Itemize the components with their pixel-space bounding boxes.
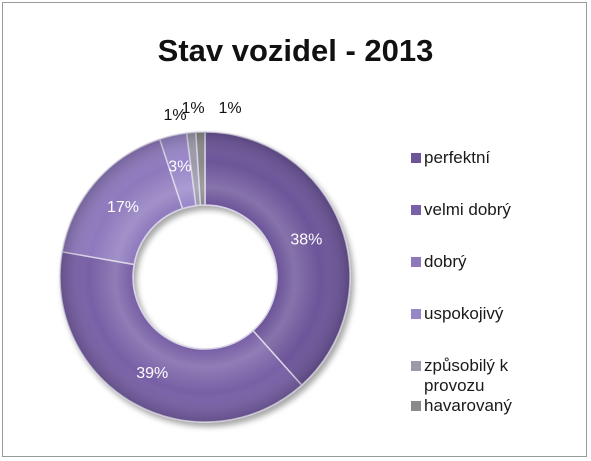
legend-swatch bbox=[411, 361, 421, 371]
legend-label: způsobilý k provozu bbox=[424, 356, 509, 395]
legend-label: velmi dobrý bbox=[424, 200, 511, 219]
data-label-outside-left: 1% bbox=[163, 107, 186, 124]
data-label-6: 1% bbox=[218, 100, 241, 117]
data-label-1: 38% bbox=[290, 231, 322, 248]
data-label-2: 39% bbox=[136, 365, 168, 382]
chart-title: Stav vozidel - 2013 bbox=[157, 33, 434, 68]
data-label-5: 1% bbox=[181, 100, 204, 117]
legend-label: dobrý bbox=[424, 252, 467, 271]
legend-label: uspokojivý bbox=[424, 304, 504, 323]
legend-item: dobrý bbox=[411, 252, 581, 272]
legend-item: uspokojivý bbox=[411, 304, 581, 324]
legend-swatch bbox=[411, 257, 421, 267]
legend-label: havarovaný bbox=[424, 396, 512, 415]
doughnut-gloss bbox=[60, 132, 350, 422]
legend-swatch bbox=[411, 153, 421, 163]
legend-item: způsobilý k provozu bbox=[411, 356, 524, 396]
legend-item: perfektní bbox=[411, 148, 581, 168]
legend-label: perfektní bbox=[424, 148, 491, 167]
legend-swatch bbox=[411, 309, 421, 319]
legend: perfektní velmi dobrý dobrý uspokojivý způso… bbox=[411, 148, 581, 416]
legend-swatch bbox=[411, 401, 421, 411]
data-label-4: 3% bbox=[168, 158, 191, 175]
legend-swatch bbox=[411, 205, 421, 215]
legend-item: havarovaný bbox=[411, 396, 581, 416]
data-label-3: 17% bbox=[107, 199, 139, 216]
legend-item: velmi dobrý bbox=[411, 200, 581, 220]
